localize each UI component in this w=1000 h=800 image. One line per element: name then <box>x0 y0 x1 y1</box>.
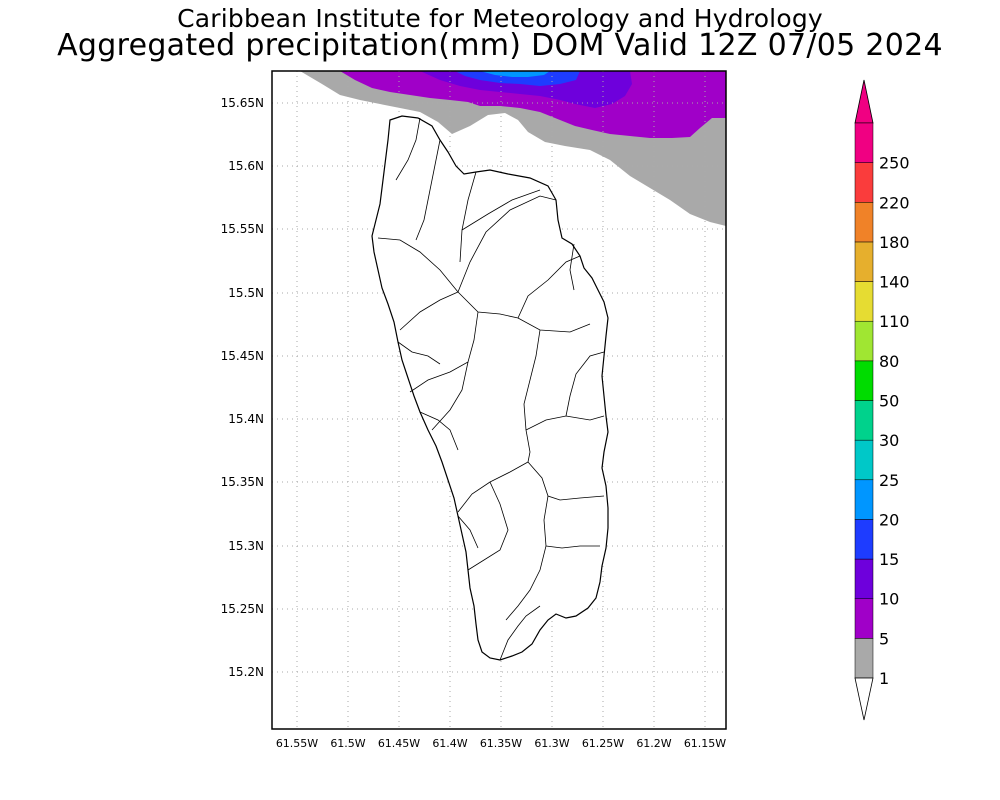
lon-tick-label: 61.55W <box>276 737 318 750</box>
chart-title-product: Aggregated precipitation(mm) DOM Valid 1… <box>57 28 943 63</box>
colorbar-segment <box>854 281 874 322</box>
colorbar-segment <box>854 320 874 362</box>
lat-tick-label: 15.6N <box>228 159 264 173</box>
colorbar-segment <box>854 558 874 599</box>
colorbar-segment <box>854 638 874 679</box>
map-frame <box>271 70 727 730</box>
colorbar-level-label: 250 <box>879 154 910 173</box>
colorbar-segment <box>854 360 874 401</box>
lat-tick-label: 15.25N <box>221 602 264 616</box>
colorbar-level-label: 140 <box>879 273 910 292</box>
lon-tick-label: 61.35W <box>480 737 522 750</box>
lon-tick-label: 61.25W <box>582 737 624 750</box>
colorbar-level-label: 15 <box>879 550 899 569</box>
lat-tick-label: 15.4N <box>228 412 264 426</box>
colorbar-level-label: 50 <box>879 392 899 411</box>
colorbar-level-label: 10 <box>879 590 899 609</box>
colorbar-segment <box>854 162 874 203</box>
colorbar-segment <box>854 122 874 163</box>
colorbar-level-label: 180 <box>879 233 910 252</box>
lat-tick-label: 15.3N <box>228 539 264 553</box>
gridlines <box>272 71 726 729</box>
colorbar-segment <box>854 479 874 520</box>
colorbar-level-label: 30 <box>879 431 899 450</box>
lon-tick-label: 61.4W <box>432 737 467 750</box>
lat-tick-label: 15.45N <box>221 349 264 363</box>
colorbar-segment <box>854 241 874 282</box>
colorbar-level-label: 5 <box>879 629 889 648</box>
lat-tick-label: 15.65N <box>221 96 264 110</box>
chart-title-institute: Caribbean Institute for Meteorology and … <box>177 4 823 33</box>
colorbar-level-label: 80 <box>879 352 899 371</box>
colorbar-segment <box>854 202 874 243</box>
lon-axis: 61.55W 61.5W 61.45W 61.4W 61.35W 61.3W 6… <box>276 737 726 750</box>
watershed-boundaries <box>377 117 605 661</box>
colorbar-under-arrow <box>854 677 874 721</box>
colorbar-segment <box>854 519 874 560</box>
lat-tick-label: 15.5N <box>228 286 264 300</box>
lat-axis: 15.65N 15.6N 15.55N 15.5N 15.45N 15.4N 1… <box>221 96 264 679</box>
precip-band-10-15mm <box>420 71 632 108</box>
colorbar-level-label: 220 <box>879 193 910 212</box>
precip-band-20-25mm <box>480 71 550 77</box>
colorbar-level-label: 20 <box>879 510 899 529</box>
lon-tick-label: 61.2W <box>636 737 671 750</box>
colorbar-segment <box>854 598 874 639</box>
colorbar-level-label: 1 <box>879 669 889 688</box>
lat-tick-label: 15.35N <box>221 475 264 489</box>
lon-tick-label: 61.15W <box>684 737 726 750</box>
precip-band-15-20mm <box>455 71 580 86</box>
island-outline <box>371 115 609 661</box>
lon-tick-label: 61.45W <box>378 737 420 750</box>
colorbar-segment <box>854 439 874 481</box>
colorbar-level-label: 25 <box>879 471 899 490</box>
colorbar-segment <box>854 400 874 441</box>
lon-tick-label: 61.3W <box>534 737 569 750</box>
lon-tick-label: 61.5W <box>330 737 365 750</box>
lat-tick-label: 15.2N <box>228 665 264 679</box>
lat-tick-label: 15.55N <box>221 222 264 236</box>
colorbar-level-label: 110 <box>879 312 910 331</box>
colorbar-over-arrow <box>854 79 874 124</box>
